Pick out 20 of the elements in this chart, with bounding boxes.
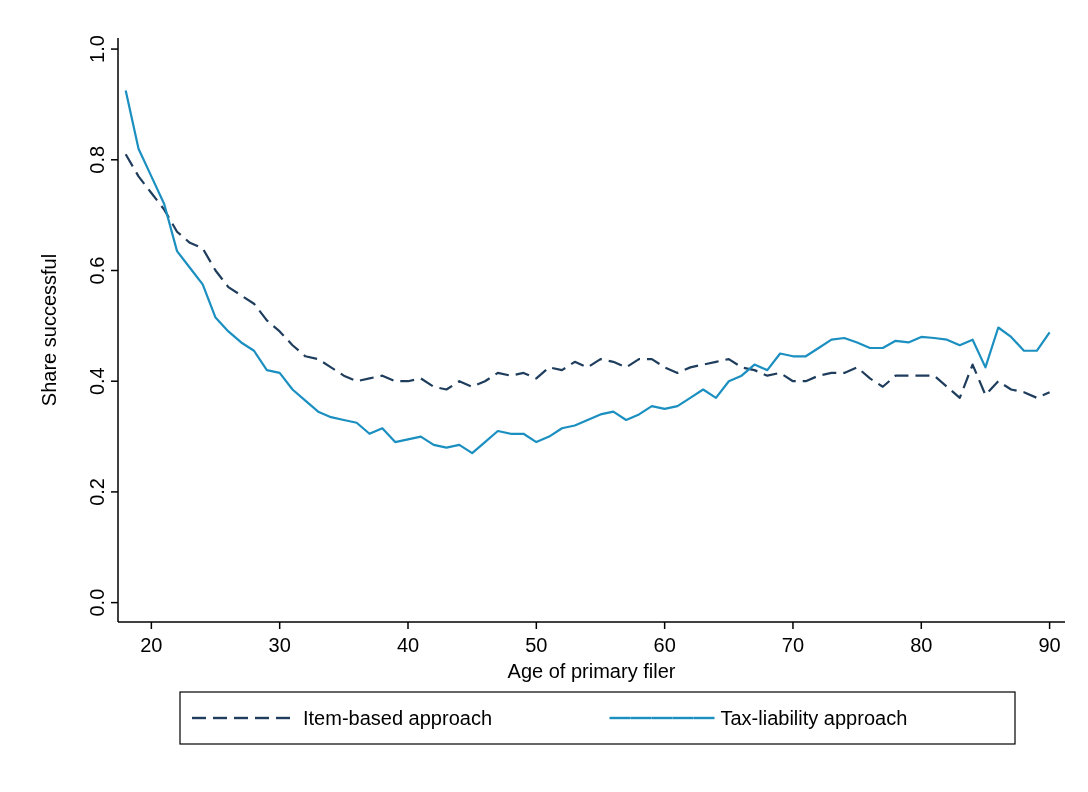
x-axis-title: Age of primary filer [507, 660, 676, 682]
legend-label: Tax-liability approach [720, 707, 908, 729]
x-tick-label: 40 [396, 634, 420, 656]
y-axis-title: Share successful [38, 253, 60, 407]
line-series [124, 153, 1051, 399]
x-tick-label: 20 [140, 634, 163, 656]
y-tick-label: 1.0 [86, 35, 108, 63]
x-tick-label: 50 [525, 634, 548, 656]
x-tick-label: 70 [781, 634, 805, 656]
x-tick-label: 90 [1038, 634, 1061, 656]
x-tick-label: 80 [910, 634, 933, 656]
legend-label: Item-based approach [303, 707, 493, 729]
y-tick-label: 0.2 [86, 478, 108, 506]
x-tick-label: 60 [653, 634, 676, 656]
line-series [124, 89, 1051, 455]
y-tick-label: 0.6 [86, 256, 108, 285]
y-tick-label: 0.8 [86, 145, 108, 174]
x-tick-label: 30 [268, 634, 291, 656]
y-tick-label: 0.4 [86, 367, 108, 396]
y-tick-label: 0.0 [86, 588, 108, 617]
